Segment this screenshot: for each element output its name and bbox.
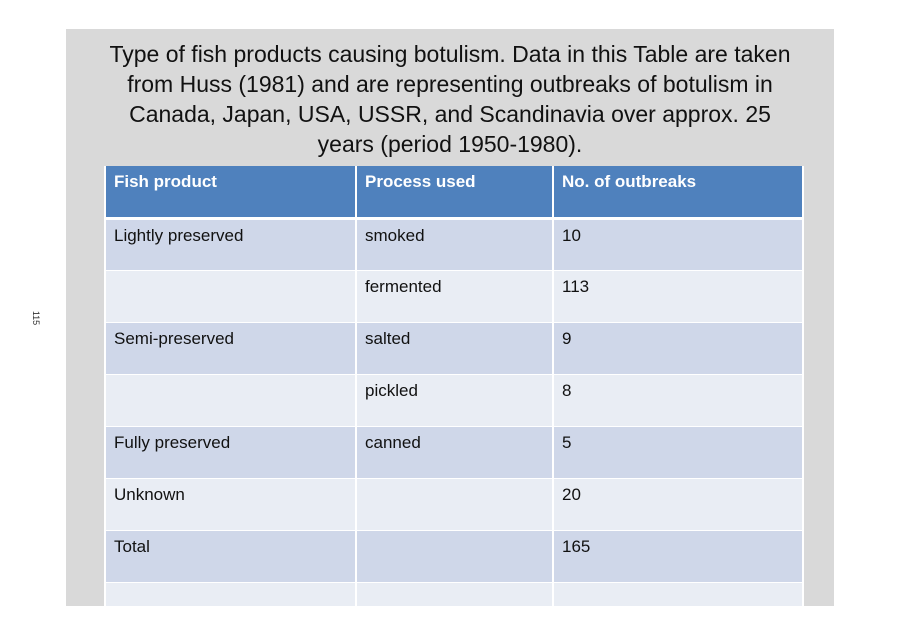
table-row: Semi-preserved salted 9: [104, 322, 804, 375]
cell-process-used: [355, 530, 554, 583]
botulism-table: Fish product Process used No. of outbrea…: [104, 166, 804, 606]
cell-fish-product: Total: [104, 530, 357, 583]
cell-fish-product: Fully preserved: [104, 426, 357, 479]
cell-fish-product: [104, 582, 357, 606]
slide: Type of fish products causing botulism. …: [66, 29, 834, 606]
table-row: Unknown 20: [104, 478, 804, 531]
cell-fish-product: Unknown: [104, 478, 357, 531]
cell-outbreaks: 8: [552, 374, 804, 427]
cell-outbreaks: 9: [552, 322, 804, 375]
table-row: pickled 8: [104, 374, 804, 427]
table-header-row: Fish product Process used No. of outbrea…: [104, 166, 804, 220]
cell-process-used: [355, 478, 554, 531]
table-row: Total 165: [104, 530, 804, 583]
table-row: Lightly preserved smoked 10: [104, 218, 804, 271]
cell-outbreaks: 113: [552, 270, 804, 323]
slide-title: Type of fish products causing botulism. …: [109, 41, 791, 157]
page-number: 115: [31, 310, 41, 326]
cell-outbreaks: 5: [552, 426, 804, 479]
cell-process-used: canned: [355, 426, 554, 479]
cell-fish-product: Lightly preserved: [104, 218, 357, 271]
header-no-of-outbreaks: No. of outbreaks: [552, 166, 804, 220]
cell-process-used: smoked: [355, 218, 554, 271]
cell-fish-product: Semi-preserved: [104, 322, 357, 375]
header-fish-product: Fish product: [104, 166, 357, 220]
cell-fish-product: [104, 270, 357, 323]
table-row: [104, 582, 804, 606]
cell-process-used: [355, 582, 554, 606]
cell-fish-product: [104, 374, 357, 427]
cell-process-used: salted: [355, 322, 554, 375]
cell-outbreaks: [552, 582, 804, 606]
cell-outbreaks: 10: [552, 218, 804, 271]
cell-outbreaks: 165: [552, 530, 804, 583]
cell-outbreaks: 20: [552, 478, 804, 531]
cell-process-used: pickled: [355, 374, 554, 427]
table-row: Fully preserved canned 5: [104, 426, 804, 479]
table-row: fermented 113: [104, 270, 804, 323]
cell-process-used: fermented: [355, 270, 554, 323]
header-process-used: Process used: [355, 166, 554, 220]
